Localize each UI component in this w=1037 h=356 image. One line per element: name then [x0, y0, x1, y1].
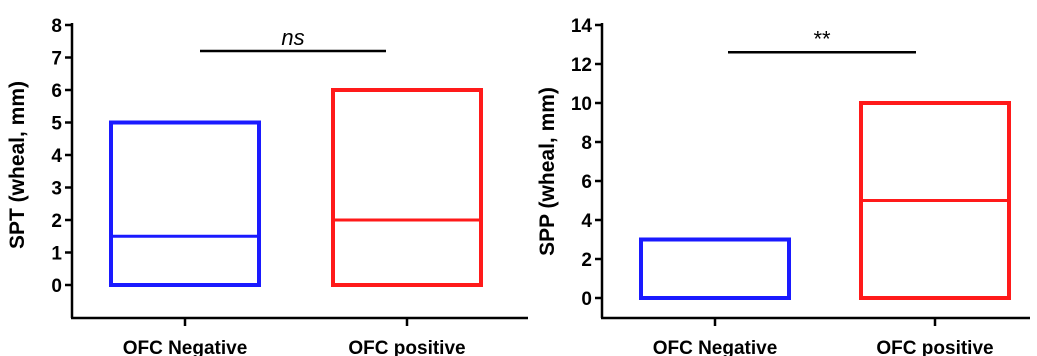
y-axis-title: SPP (wheal, mm) [536, 87, 559, 256]
x-category-label: OFC Negative [123, 338, 248, 356]
y-tick-label: 0 [581, 289, 592, 310]
x-category-label: OFC positive [876, 338, 993, 356]
y-tick-label: 8 [581, 133, 592, 154]
chart-panel-2: 0 2 4 6 8 10 12 14 SPP (wheal, mm) OFC Negative OF… [536, 16, 1030, 356]
y-tick-label: 4 [51, 146, 62, 167]
y-tick-label: 14 [571, 16, 593, 37]
y-axis-title: SPT (wheal, mm) [6, 81, 29, 249]
y-tick-label: 0 [51, 276, 62, 297]
y-tick-label: 6 [581, 172, 592, 193]
y-tick-label: 6 [51, 81, 62, 102]
y-tick-label: 4 [581, 211, 592, 232]
significance-label: ns [281, 25, 304, 50]
chart-panel-1: 0 1 2 3 4 5 6 7 8 SPT (wheal, mm) OFC Negative OFC … [6, 16, 528, 356]
significance-label: ** [813, 26, 831, 51]
y-tick-label: 2 [51, 211, 62, 232]
y-tick-label: 5 [51, 114, 62, 135]
box-1 [639, 237, 791, 300]
y-tick-label: 2 [581, 250, 592, 271]
y-tick-label: 7 [51, 49, 62, 70]
y-tick-label: 12 [571, 55, 592, 76]
box-1 [109, 120, 261, 287]
x-category-label: OFC Negative [653, 338, 778, 356]
x-category-label: OFC positive [348, 338, 465, 356]
y-tick-label: 1 [51, 244, 62, 265]
y-tick-label: 10 [571, 94, 592, 115]
y-tick-label: 8 [51, 16, 62, 37]
box-2 [331, 88, 483, 287]
y-tick-label: 3 [51, 179, 62, 200]
